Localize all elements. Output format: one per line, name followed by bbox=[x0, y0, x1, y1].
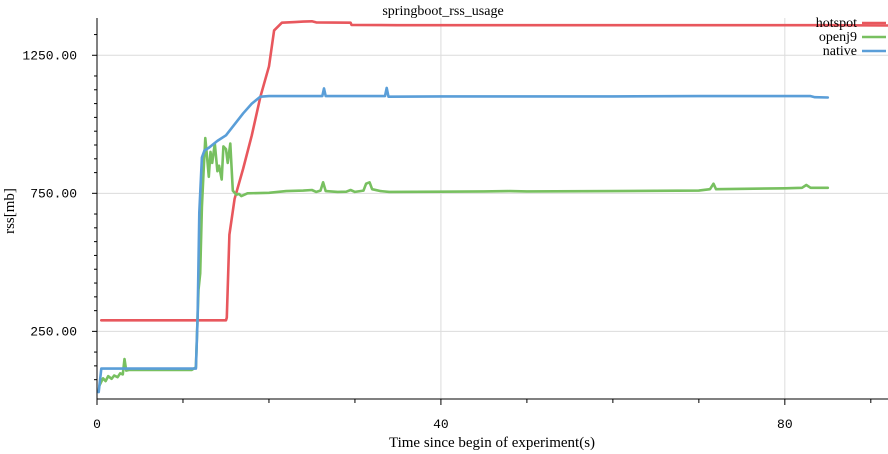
y-tick-label: 250.00 bbox=[30, 324, 77, 339]
x-tick-label: 0 bbox=[93, 417, 101, 432]
grid bbox=[96, 18, 888, 399]
chart-title: springboot_rss_usage bbox=[382, 4, 503, 19]
y-axis-label: rss[mb] bbox=[2, 188, 18, 234]
legend-label-hotspot: hotspot bbox=[816, 16, 857, 31]
series-line-hotspot bbox=[100, 20, 888, 322]
x-axis-label: Time since begin of experiment(s) bbox=[389, 435, 595, 451]
x-tick-label: 80 bbox=[777, 417, 793, 432]
axes: 250.00 750.00 1250.00 0 40 80 bbox=[22, 18, 888, 432]
series-line-openj9 bbox=[98, 136, 830, 387]
x-tick-label: 40 bbox=[433, 417, 449, 432]
y-tick-label: 1250.00 bbox=[22, 48, 77, 63]
legend-label-native: native bbox=[823, 44, 857, 59]
legend-label-openj9: openj9 bbox=[819, 30, 857, 45]
y-tick-label: 750.00 bbox=[30, 186, 77, 201]
series-line-native bbox=[97, 86, 830, 394]
plot-area bbox=[97, 20, 888, 394]
